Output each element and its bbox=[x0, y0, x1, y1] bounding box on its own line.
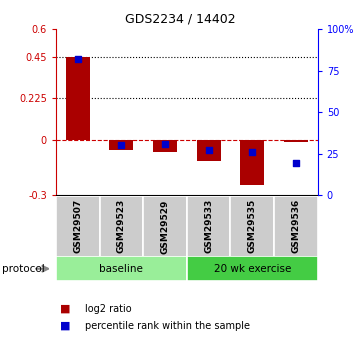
Text: ■: ■ bbox=[60, 321, 70, 331]
Bar bbox=[56, 256, 187, 281]
Text: GSM29529: GSM29529 bbox=[161, 199, 170, 254]
Bar bbox=[66, 57, 90, 140]
Bar bbox=[274, 196, 318, 257]
Bar bbox=[109, 140, 133, 150]
Point bbox=[206, 147, 212, 153]
Bar bbox=[284, 140, 308, 141]
Bar bbox=[56, 196, 100, 257]
Text: percentile rank within the sample: percentile rank within the sample bbox=[85, 321, 250, 331]
Bar bbox=[187, 256, 318, 281]
Text: protocol: protocol bbox=[2, 264, 44, 274]
Text: GSM29533: GSM29533 bbox=[204, 199, 213, 254]
Bar bbox=[143, 196, 187, 257]
Bar bbox=[153, 140, 177, 152]
Text: baseline: baseline bbox=[99, 264, 143, 274]
Bar bbox=[230, 196, 274, 257]
Bar bbox=[187, 196, 230, 257]
Point bbox=[249, 149, 255, 155]
Bar bbox=[100, 196, 143, 257]
Text: GSM29507: GSM29507 bbox=[73, 199, 82, 254]
Point bbox=[75, 56, 81, 62]
Text: log2 ratio: log2 ratio bbox=[85, 304, 131, 314]
Point bbox=[118, 142, 124, 148]
Text: GSM29536: GSM29536 bbox=[291, 199, 300, 254]
Bar bbox=[240, 140, 264, 185]
Point bbox=[293, 161, 299, 166]
Text: ■: ■ bbox=[60, 304, 70, 314]
Bar bbox=[197, 140, 221, 161]
Point bbox=[162, 141, 168, 146]
Text: GSM29523: GSM29523 bbox=[117, 199, 126, 254]
Text: 20 wk exercise: 20 wk exercise bbox=[214, 264, 291, 274]
Text: GDS2234 / 14402: GDS2234 / 14402 bbox=[125, 12, 236, 25]
Text: GSM29535: GSM29535 bbox=[248, 199, 257, 254]
